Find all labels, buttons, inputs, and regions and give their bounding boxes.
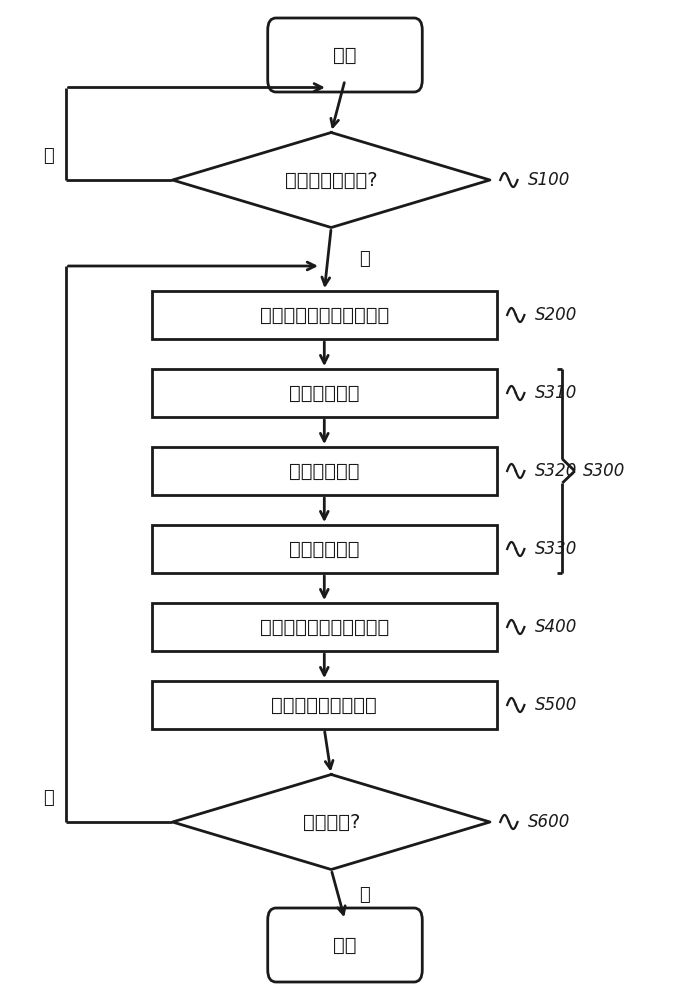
Text: 开始: 开始 bbox=[333, 45, 357, 64]
Bar bbox=[152, 603, 497, 651]
Text: S300: S300 bbox=[583, 462, 625, 480]
Text: 否: 否 bbox=[43, 147, 54, 165]
Bar bbox=[152, 681, 497, 729]
Text: 设定虚拟挡位: 设定虚拟挡位 bbox=[289, 383, 359, 402]
Text: S330: S330 bbox=[535, 540, 577, 558]
Text: 结束: 结束 bbox=[333, 936, 357, 954]
Text: S200: S200 bbox=[535, 306, 577, 324]
Text: 不完全啮合状态?: 不完全啮合状态? bbox=[285, 170, 377, 190]
Text: S320: S320 bbox=[535, 462, 577, 480]
Text: S500: S500 bbox=[535, 696, 577, 714]
Text: 感测换挡操作装置的位置: 感测换挡操作装置的位置 bbox=[259, 306, 389, 324]
Bar bbox=[152, 291, 497, 339]
Text: S310: S310 bbox=[535, 384, 577, 402]
Text: S400: S400 bbox=[535, 618, 577, 636]
Bar bbox=[152, 525, 497, 573]
Text: 计算目标电机输出轴转速: 计算目标电机输出轴转速 bbox=[259, 617, 389, 637]
Text: 换挡结束?: 换挡结束? bbox=[302, 812, 360, 832]
Text: 否: 否 bbox=[43, 789, 54, 807]
Text: 计算操作挡位: 计算操作挡位 bbox=[289, 540, 359, 558]
Polygon shape bbox=[172, 774, 490, 869]
Bar bbox=[152, 447, 497, 495]
Text: 控制目标输出轴转速: 控制目标输出轴转速 bbox=[271, 696, 377, 714]
Text: 是: 是 bbox=[359, 886, 370, 904]
Text: 是: 是 bbox=[359, 250, 370, 268]
Text: S600: S600 bbox=[528, 813, 570, 831]
Text: 计算操作挡位: 计算操作挡位 bbox=[289, 462, 359, 481]
FancyBboxPatch shape bbox=[268, 908, 422, 982]
Bar bbox=[152, 369, 497, 417]
Polygon shape bbox=[172, 133, 490, 228]
Text: S100: S100 bbox=[528, 171, 570, 189]
FancyBboxPatch shape bbox=[268, 18, 422, 92]
